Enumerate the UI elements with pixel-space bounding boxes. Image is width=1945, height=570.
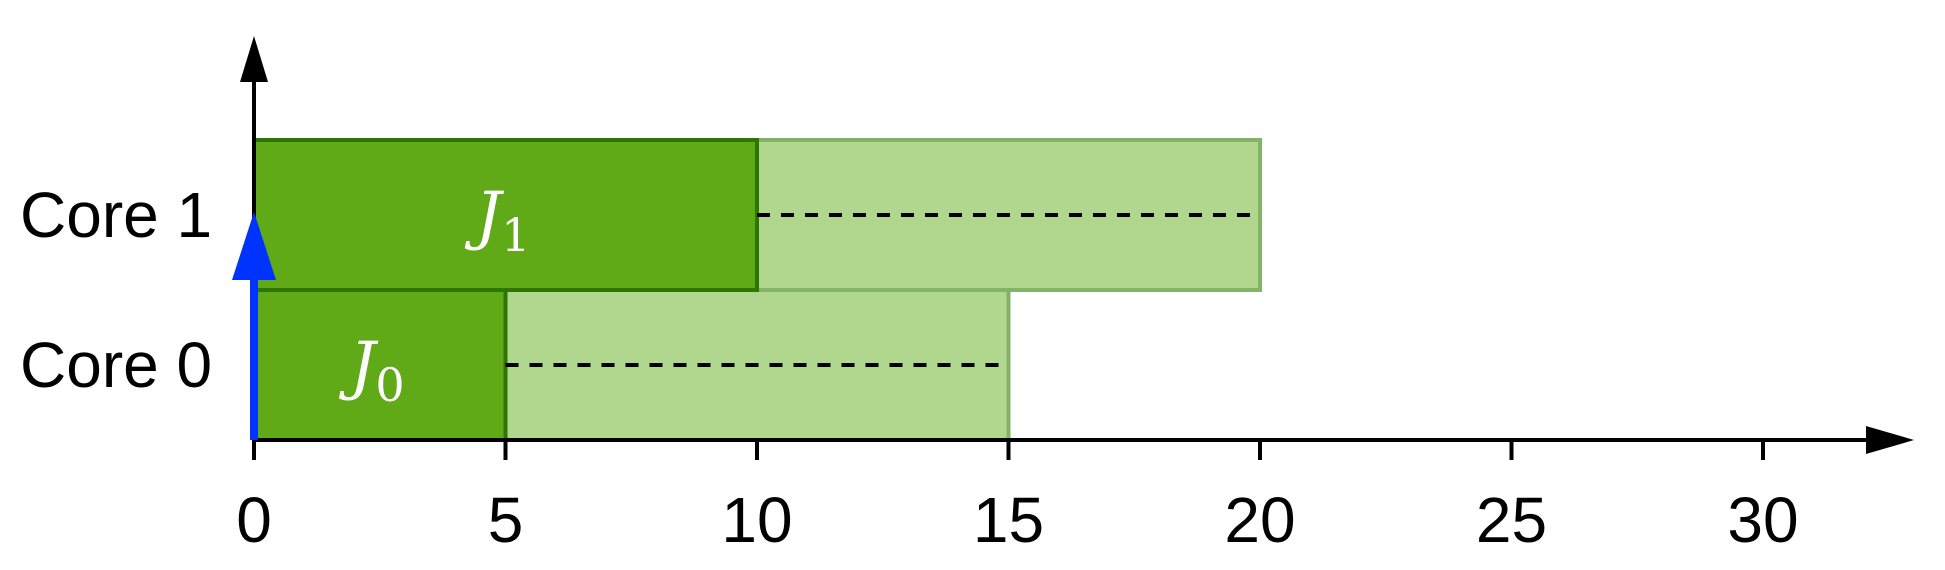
x-tick-label-30: 30 xyxy=(1727,484,1798,556)
release-arrow xyxy=(232,212,276,440)
core-1-label: Core 1 xyxy=(20,179,212,251)
x-ticks: 0 5 10 15 20 25 30 xyxy=(236,440,1799,556)
x-tick-label-25: 25 xyxy=(1476,484,1547,556)
x-tick-label-15: 15 xyxy=(973,484,1044,556)
core-0-label: Core 0 xyxy=(20,329,212,401)
x-axis-arrowhead xyxy=(1866,426,1914,454)
release-arrow-head xyxy=(232,212,276,280)
y-axis-arrowhead xyxy=(240,36,268,82)
x-tick-label-5: 5 xyxy=(488,484,524,556)
slack-dashes xyxy=(505,213,1260,367)
x-tick-label-0: 0 xyxy=(236,484,272,556)
x-tick-label-10: 10 xyxy=(721,484,792,556)
x-tick-label-20: 20 xyxy=(1224,484,1295,556)
execution-blocks xyxy=(252,138,759,442)
core-labels: Core 0 Core 1 xyxy=(20,179,212,401)
